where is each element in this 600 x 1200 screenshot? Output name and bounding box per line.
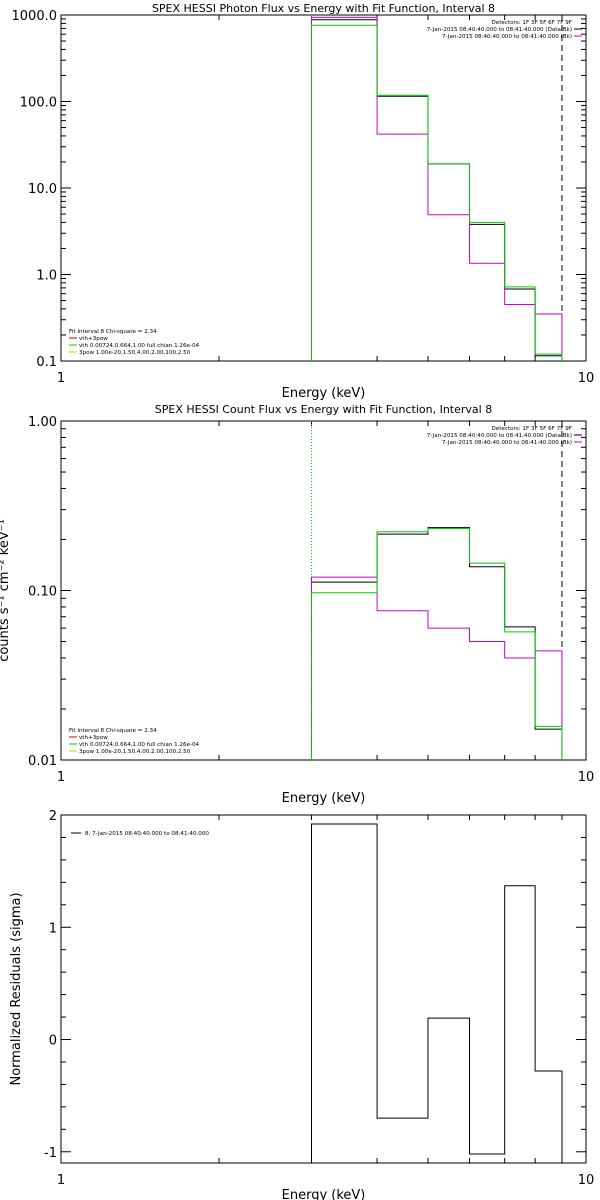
chart-panel-1: 1 10 1000.0 100.0 10.0 1.0 0.1 SPEX HESSI Photo… (12, 2, 595, 401)
x-tick-label: 1 (57, 770, 65, 785)
y-tick-label: 2 (49, 809, 57, 824)
y-tick-label: 0 (49, 1034, 57, 1049)
y-tick-label: -1 (44, 1146, 57, 1161)
series-1-step-line (310, 823, 563, 1163)
legend-entry: 3pow 1.00e-20,1.50,4.00,2.00,100,2.50 (79, 749, 191, 755)
legend-entry: vth 0.00724,0.664,1.00 full chian 1.26e-… (79, 742, 200, 748)
series-1-step-line (310, 527, 563, 760)
plot-frame (60, 814, 587, 1164)
legend-entry: Fit Interval 8 Chi-square = 2.34 (69, 728, 157, 734)
info-text: Detectors: 1F 3F 5F 6F 7F 9F (491, 426, 572, 432)
info-text: 7-Jan-2015 08:40:40.000 to 08:41:40.000 … (442, 34, 572, 40)
legend-entry: Fit Interval 8 Chi-square = 2.34 (69, 329, 157, 335)
legend-entry: vth+3pow (79, 735, 108, 741)
x-tick-label: 10 (578, 1173, 595, 1188)
y-tick-label: 1.00 (28, 415, 57, 430)
y-tick-label: 100.0 (20, 96, 57, 111)
y-tick-label: 1000.0 (12, 9, 58, 24)
y-axis-title: counts s⁻¹ cm⁻² keV⁻¹ (0, 519, 12, 662)
info-text: 7-Jan-2015 08:40:40.000 to 08:41:40.000 … (442, 440, 572, 446)
chart-panel-2: 1 10 1.00 0.10 0.01 SPEX HESSI Count Flux vs … (0, 403, 594, 806)
chart-title: SPEX HESSI Count Flux vs Energy with Fit… (155, 403, 492, 416)
info-text: Detectors: 1F 3F 5F 6F 7F 9F (491, 20, 572, 26)
y-tick-label: 10.0 (28, 182, 57, 197)
info-text: 7-Jan-2015 08:40:40.000 to 08:41:40.000 … (427, 433, 572, 439)
chart-title: SPEX HESSI Photon Flux vs Energy with Fi… (152, 2, 495, 15)
y-tick-label: 0.1 (36, 355, 57, 370)
x-tick-label: 1 (57, 1173, 65, 1188)
y-tick-label: 1.0 (36, 269, 57, 284)
x-axis-title: Energy (keV) (282, 386, 366, 401)
legend-entry: vth+3pow (79, 336, 108, 342)
plot-frame (60, 420, 587, 761)
x-tick-label: 10 (578, 770, 595, 785)
series-3-step-line (310, 24, 563, 361)
info-text: 7-Jan-2015 08:40:40.000 to 08:41:40.000 … (427, 27, 572, 33)
series-2-step-line (310, 576, 563, 760)
y-tick-label: 0.01 (28, 754, 57, 769)
y-tick-label: 0.10 (28, 585, 57, 600)
x-axis-title: Energy (keV) (282, 791, 366, 806)
x-tick-label: 10 (578, 371, 595, 386)
legend-entry: 8, 7-Jan-2015 08:40:40.000 to 08:41:40.0… (85, 831, 209, 837)
y-axis-title: Normalized Residuals (sigma) (9, 892, 24, 1085)
series-1-step-line (310, 19, 563, 361)
series-2-step-line (310, 16, 563, 361)
series-3-step-line (310, 528, 563, 760)
x-axis-title: Energy (keV) (282, 1188, 366, 1200)
legend-entry: 3pow 1.00e-20,1.50,4.00,2.00,100,2.50 (79, 350, 191, 356)
x-tick-label: 1 (57, 371, 65, 386)
plot-frame (60, 14, 587, 362)
y-tick-label: 1 (49, 921, 57, 936)
legend-entry: vth 0.00724,0.664,1.00 full chian 1.26e-… (79, 343, 200, 349)
